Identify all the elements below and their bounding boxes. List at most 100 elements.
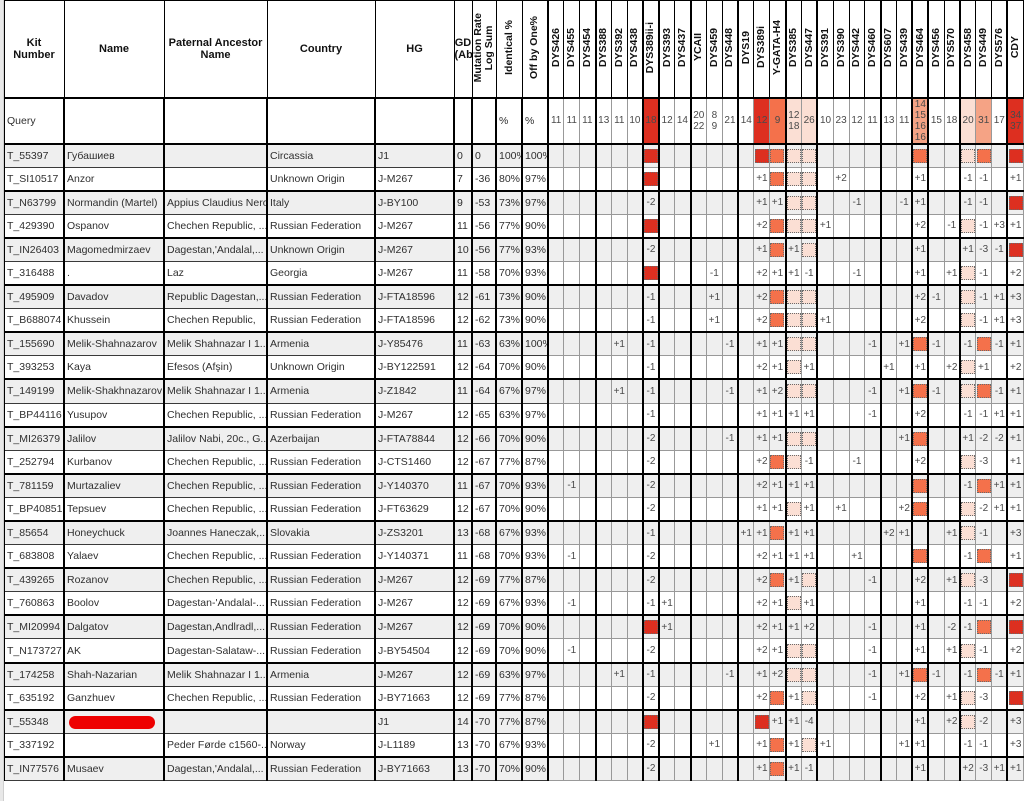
cell-gd: 12: [453, 496, 473, 522]
marker-cell-DYS570: 18: [943, 96, 961, 145]
marker-cell-DYS438: [626, 260, 644, 286]
cell-name: Davadov: [63, 284, 165, 310]
marker-cell-DYS393: [657, 189, 676, 215]
marker-cell-DYS455: [563, 189, 581, 215]
marker-cell-DYS570: [943, 449, 961, 475]
cell-name: Musaev: [63, 755, 165, 782]
marker-cell-Y-GATA-H4: +2: [769, 378, 787, 404]
marker-cell-DYS576: +1: [991, 755, 1008, 782]
marker-diff-box: [802, 690, 817, 705]
marker-cell-DYS455: [563, 685, 581, 711]
marker-cell-DYS438: 10: [626, 96, 644, 145]
marker-header-label: DYS454: [580, 27, 593, 67]
marker-diff-box: [802, 431, 817, 446]
marker-cell-CDY: +1: [1006, 661, 1024, 687]
marker-cell-DYS459: [705, 378, 723, 404]
marker-cell-DYS426: [547, 755, 565, 782]
marker-cell-DYS426: [547, 614, 565, 640]
cell-off-by-one-pct: 90%: [521, 355, 549, 380]
marker-cell-DYS385: [784, 166, 802, 192]
marker-cell-DYS454: [579, 402, 597, 428]
cell-off-by-one-pct: 93%: [521, 591, 549, 616]
marker-cell-DYS389i: +2: [753, 685, 771, 711]
marker-cell-Y-GATA-H4: +1: [769, 331, 787, 357]
marker-diff-box: [914, 549, 928, 564]
marker-cell-DYS570: -1: [943, 213, 961, 239]
marker-cell-DYS393: [657, 284, 676, 310]
col-marker-DYS464: DYS464: [911, 0, 929, 99]
marker-cell-DYS389ii-i: -1: [642, 355, 660, 380]
marker-cell-DYS426: [547, 591, 565, 616]
marker-diff-box: [787, 360, 801, 375]
marker-cell-DYS464: +1: [911, 638, 929, 664]
marker-cell-DYS391: [816, 260, 834, 286]
marker-cell-DYS447: [801, 166, 818, 192]
marker-cell-DYS390: [832, 591, 850, 616]
marker-cell-DYS455: [563, 661, 581, 687]
cell-country: [266, 96, 376, 145]
marker-cell-DYS607: [879, 685, 898, 711]
marker-cell-DYS464: +1: [911, 260, 929, 286]
marker-diff-box: [787, 171, 801, 186]
marker-cell-DYS455: [563, 260, 581, 286]
marker-cell-DYS459: [705, 236, 723, 262]
cell-paternal-ancestor-name: Chechen Republic, ...: [163, 213, 268, 239]
cell-identical-pct: 67%: [495, 378, 523, 404]
marker-cell-DYS456: [927, 355, 945, 380]
marker-cell-DYS464: +1: [911, 236, 929, 262]
cell-mutation-rate-log-sum: -66: [471, 425, 497, 451]
marker-cell-DYS389i: +1: [753, 755, 771, 782]
marker-cell-DYS385: [784, 449, 802, 475]
marker-header-label: DYS391: [819, 27, 832, 67]
cell-paternal-ancestor-name: Republic Dagestan,...: [163, 284, 268, 310]
cell-paternal-ancestor-name: [163, 708, 268, 734]
marker-cell-DYS456: [927, 236, 945, 262]
marker-header-label: YCAII: [692, 33, 705, 62]
marker-cell-DYS389ii-i: [642, 614, 660, 640]
marker-cell-DYS576: [991, 520, 1008, 546]
marker-cell-DYS607: [879, 402, 898, 428]
col-marker-Y-GATA-H4: Y-GATA-H4: [769, 0, 787, 99]
marker-diff-box: [914, 148, 928, 163]
marker-cell-DYS464: 14 15 16 16: [911, 96, 929, 145]
marker-cell-DYS391: [816, 685, 834, 711]
marker-cell-DYS389i: 12: [753, 96, 771, 145]
marker-cell-DYS460: [864, 355, 882, 380]
marker-cell-DYS390: [832, 685, 850, 711]
marker-cell-DYS456: [927, 567, 945, 593]
cell-off-by-one-pct: 93%: [521, 732, 549, 758]
marker-cell-DYS576: +1: [991, 402, 1008, 428]
marker-cell-DYS390: [832, 544, 850, 569]
marker-cell-CDY: +1: [1006, 449, 1024, 475]
marker-diff-box: [770, 242, 785, 257]
marker-cell-DYS388: [594, 496, 612, 522]
cell-mutation-rate-log-sum: -67: [471, 449, 497, 475]
marker-cell-DYS389i: [753, 708, 771, 734]
marker-cell-YCAII: [689, 496, 707, 522]
marker-cell-DYS570: +1: [943, 685, 961, 711]
marker-cell-CDY: +1: [1006, 378, 1024, 404]
marker-diff-box: [914, 501, 928, 516]
marker-cell-Y-GATA-H4: [769, 449, 787, 475]
marker-header-label: DYS456: [929, 27, 942, 67]
marker-cell-DYS392: [610, 142, 628, 168]
marker-cell-DYS393: [657, 402, 676, 428]
marker-cell-DYS391: +1: [816, 213, 834, 239]
marker-cell-DYS438: [626, 638, 644, 664]
marker-diff-box: [787, 596, 801, 611]
marker-cell-DYS464: [911, 142, 929, 168]
marker-cell-Y-GATA-H4: +1: [769, 402, 787, 428]
marker-cell-CDY: +1: [1006, 496, 1024, 522]
cell-gd: 12: [453, 284, 473, 310]
marker-cell-YCAII: [689, 661, 707, 687]
table-row: T_MI20994 Dalgatov Dagestan,Andlradl,... Ru…: [3, 614, 1024, 640]
marker-cell-DYS388: [594, 308, 612, 333]
cell-gd: 11: [453, 260, 473, 286]
marker-cell-DYS385: [784, 213, 802, 239]
marker-header-label: Y-GATA-H4: [770, 19, 783, 75]
marker-cell-DYS391: [816, 236, 834, 262]
cell-mutation-rate-log-sum: -67: [471, 496, 497, 522]
marker-cell-DYS454: [579, 189, 597, 215]
marker-diff-box: [770, 690, 785, 705]
cell-kit-number: T_B688074: [3, 308, 65, 333]
